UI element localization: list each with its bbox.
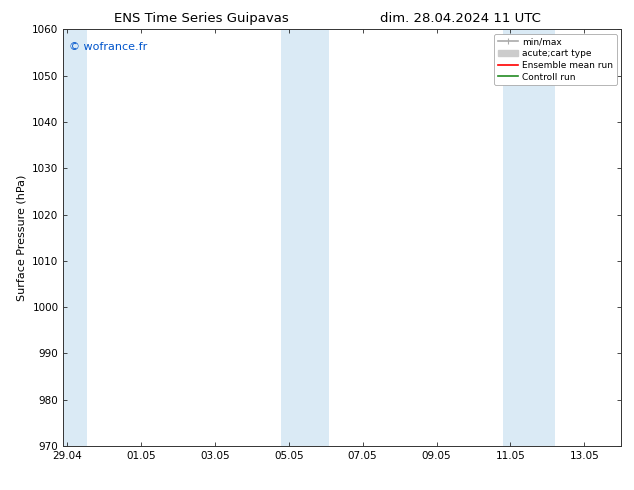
Bar xyxy=(281,29,330,446)
Text: © wofrance.fr: © wofrance.fr xyxy=(69,42,147,52)
Legend: min/max, acute;cart type, Ensemble mean run, Controll run: min/max, acute;cart type, Ensemble mean … xyxy=(495,34,617,85)
Y-axis label: Surface Pressure (hPa): Surface Pressure (hPa) xyxy=(16,174,27,301)
Text: ENS Time Series Guipavas: ENS Time Series Guipavas xyxy=(114,12,289,25)
Bar xyxy=(503,29,555,446)
Text: dim. 28.04.2024 11 UTC: dim. 28.04.2024 11 UTC xyxy=(380,12,541,25)
Bar xyxy=(63,29,87,446)
